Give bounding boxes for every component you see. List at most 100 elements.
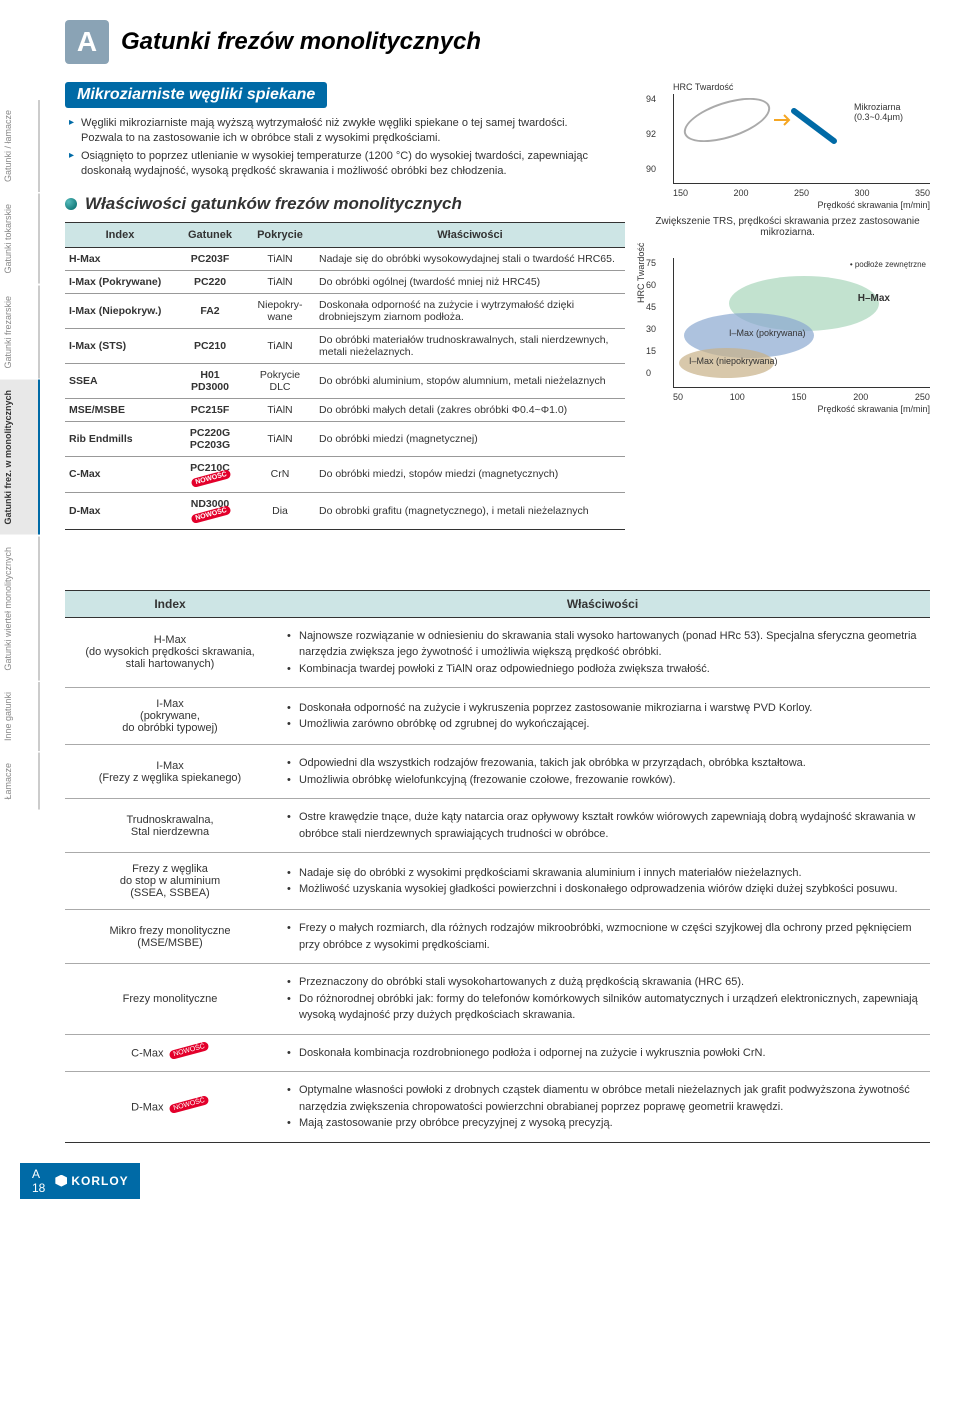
table-row: I-Max (Pokrywane)PC220TiAlNDo obróbki og… — [65, 270, 625, 293]
cell-grade: FA2 — [175, 293, 245, 328]
table-row: Mikro frezy monolityczne(MSE/MSBE) Frezy … — [65, 910, 930, 964]
table-row: I-Max (Niepokryw.)FA2Niepokry-waneDoskon… — [65, 293, 625, 328]
table-header: Index — [65, 590, 275, 617]
prop-item: Optymalne własności powłoki z drobnych c… — [287, 1082, 918, 1115]
table-row: D-MaxND3000NOWOŚĆDiaDo obrobki grafitu (… — [65, 493, 625, 530]
cell-grade: PC203F — [175, 247, 245, 270]
table-row: Rib EndmillsPC220GPC203GTiAlNDo obróbki … — [65, 421, 625, 456]
sub-heading-text: Właściwości gatunków frezów monolityczny… — [85, 194, 462, 214]
properties-table: IndexWłaściwości H-Max(do wysokich prędk… — [65, 590, 930, 1143]
prop-item: Frezy o małych rozmiarch, dla różnych ro… — [287, 920, 918, 953]
cell-grade: PC215F — [175, 398, 245, 421]
grades-tbody: H-MaxPC203FTiAlNNadaje się do obróbki wy… — [65, 247, 625, 529]
ytick: 15 — [646, 346, 656, 356]
subtitle-band: Mikroziarniste węgliki spiekane — [65, 82, 327, 108]
cell-grade: H01PD3000 — [175, 363, 245, 398]
bullet-item: Osiągnięto to poprzez utlenianie w wysok… — [69, 149, 599, 180]
prop-item: Przeznaczony do obróbki stali wysokohart… — [287, 974, 918, 991]
cell-desc: Do obróbki miedzi (magnetycznej) — [315, 421, 625, 456]
cell-coating: TiAlN — [245, 421, 315, 456]
cell-desc: Doskonała odporność na zużycie i wytrzym… — [315, 293, 625, 328]
chart2-label-imaxn: I–Max (niepokrywana) — [689, 356, 778, 366]
cell-index: MSE/MSBE — [65, 398, 175, 421]
bullet-item: Węgliki mikroziarniste mają wyższą wytrz… — [69, 116, 599, 147]
cell-desc: Do obróbki materiałów trudnoskrawalnych,… — [315, 328, 625, 363]
xtick: 150 — [791, 392, 806, 402]
new-badge: NOWOŚĆ — [190, 505, 231, 524]
bullet-icon — [65, 198, 77, 210]
side-tab[interactable]: Gatunki frez. w monolitycznych — [0, 380, 40, 535]
xtick: 200 — [853, 392, 868, 402]
table-row: I-Max(Frezy z węglika spiekanego)Odpowie… — [65, 745, 930, 799]
cell-desc: Nadaje się do obróbki wysokowydajnej sta… — [315, 247, 625, 270]
cell-coating: Pokrycie DLC — [245, 363, 315, 398]
chart1-yt-2: 90 — [646, 164, 656, 174]
side-tab[interactable]: Łamacze — [0, 753, 40, 810]
cell-props: Przeznaczony do obróbki stali wysokohart… — [275, 964, 930, 1035]
cell-grade: PC210 — [175, 328, 245, 363]
prop-item: Umożliwia zarówno obróbkę od zgrubnej do… — [287, 716, 918, 733]
cell-index: Frezy z węglikado stop w aluminium(SSEA,… — [65, 853, 275, 910]
chart1-oval-grey — [679, 89, 776, 151]
table-row: H-MaxPC203FTiAlNNadaje się do obróbki wy… — [65, 247, 625, 270]
cell-desc: Do obrobki grafitu (magnetycznego), i me… — [315, 493, 625, 530]
prop-item: Nadaje się do obróbki z wysokimi prędkoś… — [287, 865, 918, 882]
cell-coating: TiAlN — [245, 270, 315, 293]
xtick: 100 — [730, 392, 745, 402]
chart1-area: Mikroziarna (0.3~0.4μm) 94 92 90 — [673, 94, 930, 184]
xtick: 350 — [915, 188, 930, 198]
properties-tbody: H-Max(do wysokich prędkości skrawania, s… — [65, 617, 930, 1142]
cell-index: Mikro frezy monolityczne(MSE/MSBE) — [65, 910, 275, 964]
sub-heading: Właściwości gatunków frezów monolityczny… — [65, 194, 625, 214]
prop-item: Doskonała kombinacja rozdrobnionego podł… — [287, 1045, 918, 1062]
ytick: 0 — [646, 368, 651, 378]
chart1-yt-1: 92 — [646, 129, 656, 139]
cell-desc: Do obróbki małych detali (zakres obróbki… — [315, 398, 625, 421]
cell-coating: CrN — [245, 456, 315, 493]
cell-index: I-Max(Frezy z węglika spiekanego) — [65, 745, 275, 799]
xtick: 300 — [854, 188, 869, 198]
prop-item: Doskonała odporność na zużycie i wykrusz… — [287, 700, 918, 717]
chart1-caption: Zwiększenie TRS, prędkości skrawania prz… — [645, 216, 930, 238]
chart2-label-hmax: H–Max — [858, 293, 890, 304]
table-row: I-Max(pokrywane,do obróbki typowej) Dosko… — [65, 688, 930, 745]
table-row: C-Max NOWOŚĆ Doskonała kombinacja rozdrob… — [65, 1034, 930, 1072]
side-tab[interactable]: Gatunki wierteł monolitycznych — [0, 537, 40, 681]
cell-index: C-Max NOWOŚĆ — [65, 1034, 275, 1072]
side-tab[interactable]: Gatunki frezarskie — [0, 286, 40, 379]
table-row: Frezy z węglikado stop w aluminium(SSEA,… — [65, 853, 930, 910]
cell-grade: PC220 — [175, 270, 245, 293]
table-header: Właściwości — [275, 590, 930, 617]
table-row: I-Max (STS)PC210TiAlNDo obróbki materiał… — [65, 328, 625, 363]
chart2-legend: • podłoże zewnętrzne — [850, 260, 926, 269]
xtick: 200 — [733, 188, 748, 198]
side-tab[interactable]: Gatunki / łamacze — [0, 100, 40, 192]
xtick: 250 — [794, 188, 809, 198]
cell-props: Najnowsze rozwiązanie w odniesieniu do s… — [275, 617, 930, 688]
ytick: 60 — [646, 280, 656, 290]
chart1-yt-0: 94 — [646, 94, 656, 104]
chart2-xaxis: 50100150200250 — [673, 392, 930, 402]
side-tab[interactable]: Gatunki tokarskie — [0, 194, 40, 284]
new-badge: NOWOŚĆ — [190, 469, 231, 488]
cell-coating: TiAlN — [245, 247, 315, 270]
cell-index: I-Max (Pokrywane) — [65, 270, 175, 293]
side-tabs: Gatunki / łamaczeGatunki tokarskieGatunk… — [0, 100, 40, 810]
korloy-logo: KORLOY — [55, 1174, 128, 1188]
cell-desc: Do obróbki miedzi, stopów miedzi (magnet… — [315, 456, 625, 493]
table-header: Gatunek — [175, 222, 245, 247]
cell-props: Optymalne własności powłoki z drobnych c… — [275, 1072, 930, 1143]
side-tab[interactable]: Inne gatunki — [0, 682, 40, 751]
chart1-annot: Mikroziarna (0.3~0.4μm) — [854, 102, 932, 122]
cell-index: D-Max — [65, 493, 175, 530]
cell-index: Frezy monolityczne — [65, 964, 275, 1035]
ytick: 75 — [646, 258, 656, 268]
cell-index: I-Max (STS) — [65, 328, 175, 363]
prop-item: Umożliwia obróbkę wielofunkcyjną (frezow… — [287, 772, 918, 789]
table-header: Właściwości — [315, 222, 625, 247]
prop-item: Do różnorodnej obróbki jak: formy do tel… — [287, 991, 918, 1024]
cell-index: I-Max(pokrywane,do obróbki typowej) — [65, 688, 275, 745]
cell-props: Frezy o małych rozmiarch, dla różnych ro… — [275, 910, 930, 964]
page-title: Gatunki frezów monolitycznych — [121, 28, 481, 56]
cell-grade: PC210CNOWOŚĆ — [175, 456, 245, 493]
